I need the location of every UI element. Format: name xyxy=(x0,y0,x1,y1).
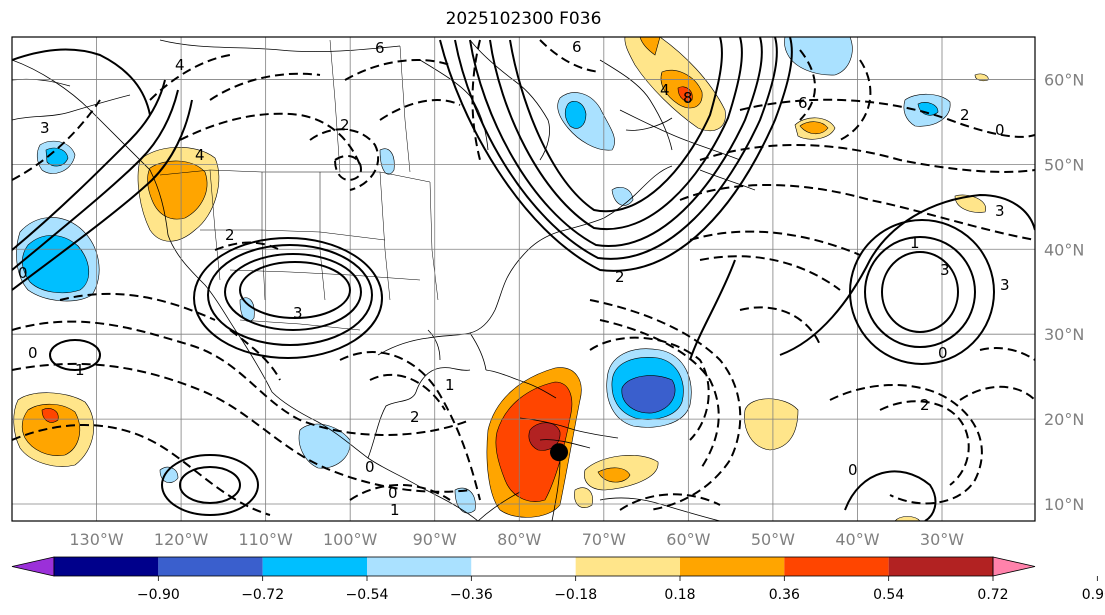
contour-label: 2 xyxy=(615,268,625,286)
map-panel: 6 6 6 4 4 4 3 3 3 3 3 2 2 2 2 2 2 1 1 1 … xyxy=(12,37,1035,521)
colorbar-level-label: 0.18 xyxy=(664,587,695,603)
contour-label: 3 xyxy=(995,202,1005,220)
lon-tick-label: 100°W xyxy=(323,530,378,549)
colorbar-labels: −0.90 −0.72 −0.54 −0.36 −0.18 0.18 0.36 0.54 0.7… xyxy=(137,576,1105,603)
map-title: 2025102300 F036 xyxy=(445,9,602,29)
contours-solid xyxy=(12,37,1035,521)
contour-label: 2 xyxy=(920,396,930,414)
contour-label: 0 xyxy=(365,458,375,476)
lon-tick-label: 110°W xyxy=(238,530,293,549)
political-borders xyxy=(159,39,439,331)
lon-tick-label: 30°W xyxy=(920,530,964,549)
colorbar-segment xyxy=(888,557,993,576)
lon-tick-label: 70°W xyxy=(582,530,626,549)
colorbar-level-label: 0.54 xyxy=(873,587,904,603)
contour-label: 0 xyxy=(28,344,38,362)
lon-tick-label: 50°W xyxy=(751,530,795,549)
colorbar-level-label: −0.36 xyxy=(450,587,493,603)
contour-label: 8 xyxy=(683,89,693,107)
lat-tick-label: 50°N xyxy=(1044,155,1084,174)
contour-label: 0 xyxy=(18,264,28,282)
colorbar-segment xyxy=(575,557,680,576)
latitude-ticks: 60°N 50°N 40°N 30°N 20°N 10°N xyxy=(1044,70,1084,514)
colorbar-extend-high xyxy=(992,556,1036,577)
contour-label: 1 xyxy=(75,361,85,379)
contour-label: 0 xyxy=(388,484,398,502)
contour-label: 0 xyxy=(848,461,858,479)
map-gridlines xyxy=(12,37,1035,521)
colorbar-segment xyxy=(158,557,263,576)
lon-tick-label: 40°W xyxy=(835,530,879,549)
lat-tick-label: 10°N xyxy=(1044,495,1084,514)
colorbar-segment xyxy=(680,557,785,576)
contour-label: 2 xyxy=(960,106,970,124)
colorbar-segment xyxy=(471,557,576,576)
colorbar-segment xyxy=(262,557,367,576)
contour-label: 3 xyxy=(940,261,950,279)
lat-tick-label: 20°N xyxy=(1044,410,1084,429)
colorbar-level-label: −0.18 xyxy=(554,587,597,603)
contour-label: 3 xyxy=(1000,276,1010,294)
coastlines xyxy=(12,39,756,521)
colorbar xyxy=(11,556,1036,577)
contour-labels: 6 6 6 4 4 4 3 3 3 3 3 2 2 2 2 2 2 1 1 1 … xyxy=(18,38,1010,519)
contour-label: 1 xyxy=(390,501,400,519)
colorbar-extend-low xyxy=(11,556,55,577)
colorbar-level-label: −0.54 xyxy=(346,587,389,603)
contours-dashed xyxy=(12,39,1035,516)
colorbar-segment xyxy=(784,557,889,576)
contour-label: 3 xyxy=(293,304,303,322)
contour-label: 4 xyxy=(660,81,670,99)
colorbar-level-label: −0.90 xyxy=(137,587,180,603)
colorbar-level-label: 0.90 xyxy=(1082,587,1105,603)
colorbar-segment xyxy=(367,557,472,576)
longitude-ticks: 130°W 120°W 110°W 100°W 90°W 80°W 70°W 60°W 50°W… xyxy=(69,530,964,549)
contour-label: 6 xyxy=(375,39,385,57)
contour-label: 2 xyxy=(410,408,420,426)
contour-label: 3 xyxy=(40,119,50,137)
lon-tick-label: 130°W xyxy=(69,530,124,549)
colorbar-level-label: 0.72 xyxy=(977,587,1008,603)
contour-label: 6 xyxy=(798,94,808,112)
lon-tick-label: 90°W xyxy=(413,530,457,549)
contour-label: 6 xyxy=(572,38,582,56)
storm-position-marker xyxy=(550,443,569,462)
lon-tick-label: 120°W xyxy=(154,530,209,549)
lat-tick-label: 40°N xyxy=(1044,240,1084,259)
colorbar-segment xyxy=(54,557,159,576)
colorbar-level-label: −0.72 xyxy=(241,587,284,603)
map-frame xyxy=(11,36,1036,522)
colorbar-frame xyxy=(53,556,994,577)
contour-label: 4 xyxy=(195,146,205,164)
contour-label: 0 xyxy=(938,344,948,362)
contour-label: 1 xyxy=(910,234,920,252)
lon-tick-label: 60°W xyxy=(666,530,710,549)
lon-tick-label: 80°W xyxy=(497,530,541,549)
contour-label: 1 xyxy=(445,376,455,394)
lat-tick-label: 60°N xyxy=(1044,70,1084,89)
lat-tick-label: 30°N xyxy=(1044,325,1084,344)
colorbar-level-label: 0.36 xyxy=(769,587,800,603)
contour-label: 0 xyxy=(995,121,1005,139)
contour-label: 2 xyxy=(340,116,350,134)
contour-label: 2 xyxy=(225,226,235,244)
contour-label: 4 xyxy=(175,56,185,74)
anomaly-fills xyxy=(13,37,989,521)
